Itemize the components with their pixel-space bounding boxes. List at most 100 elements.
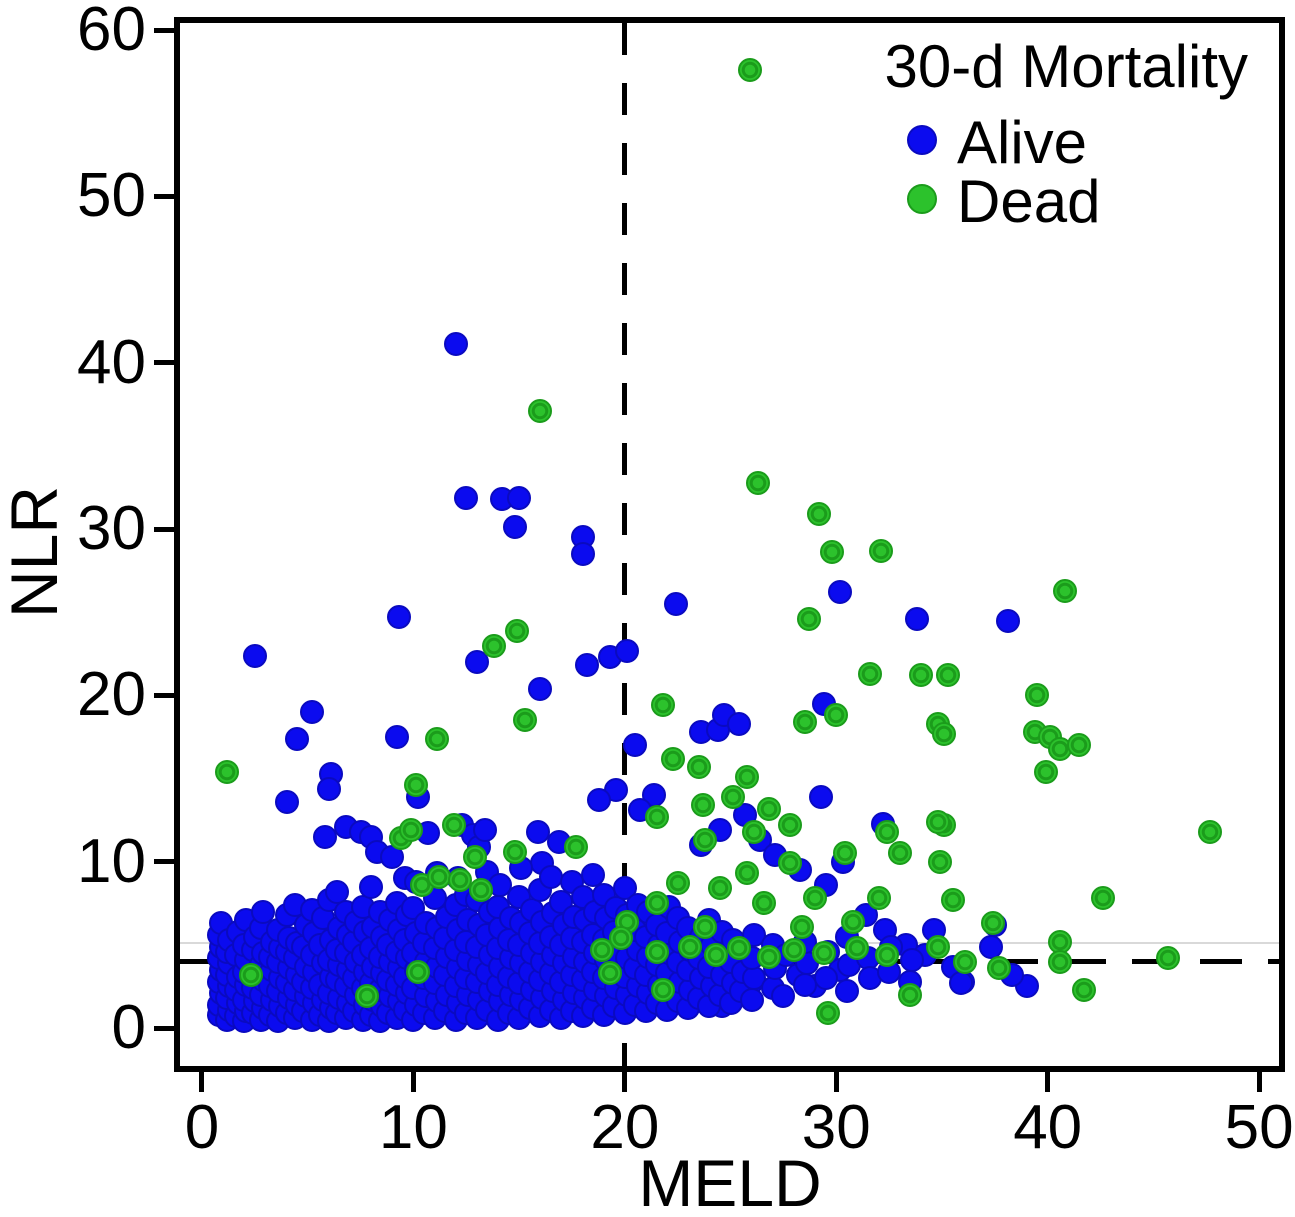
scatter-point-alive	[904, 606, 929, 631]
scatter-point-dead	[1067, 733, 1092, 758]
scatter-point-dead	[650, 977, 675, 1002]
scatter-point-dead	[807, 502, 832, 527]
scatter-point-dead	[564, 834, 589, 859]
scatter-point-dead	[720, 784, 745, 809]
x-tick-mark	[1045, 1072, 1051, 1092]
scatter-point-dead	[820, 540, 845, 565]
x-tick-label: 10	[378, 1093, 448, 1162]
scatter-point-dead	[898, 982, 923, 1007]
scatter-point-dead	[447, 868, 472, 893]
scatter-point-alive	[663, 591, 688, 616]
scatter-point-dead	[746, 470, 771, 495]
scatter-point-dead	[925, 809, 950, 834]
scatter-point-alive	[727, 711, 751, 736]
y-tick-label: 50	[77, 161, 146, 231]
scatter-point-alive	[574, 653, 599, 678]
y-tick-mark	[154, 27, 174, 33]
scatter-point-alive	[507, 485, 532, 510]
scatter-point-dead	[781, 937, 806, 962]
scatter-point-dead	[980, 911, 1005, 936]
x-tick-mark	[833, 1072, 839, 1092]
scatter-point-alive	[274, 789, 299, 814]
y-tick-mark	[154, 692, 174, 698]
scatter-point-alive	[949, 971, 973, 996]
scatter-point-dead	[811, 941, 836, 966]
scatter-point-alive	[614, 638, 639, 663]
y-tick-mark	[154, 360, 174, 366]
scatter-point-dead	[815, 1001, 840, 1026]
scatter-point-dead	[887, 841, 912, 866]
scatter-point-dead	[735, 861, 760, 886]
scatter-point-dead	[936, 663, 961, 688]
x-tick-mark	[199, 1072, 205, 1092]
x-tick-mark	[622, 1072, 628, 1092]
scatter-point-dead	[1156, 946, 1181, 971]
scatter-point-dead	[441, 813, 466, 838]
x-tick-label: 0	[184, 1093, 220, 1162]
scatter-point-dead	[1052, 578, 1077, 603]
scatter-point-alive	[454, 485, 479, 510]
scatter-point-dead	[1025, 683, 1050, 708]
scatter-point-alive	[707, 818, 732, 843]
x-axis-label: MELD	[638, 1146, 822, 1217]
scatter-point-alive	[1014, 974, 1039, 999]
x-tick-label: 50	[1224, 1093, 1294, 1162]
scatter-point-dead	[661, 746, 686, 771]
scatter-point-dead	[752, 891, 777, 916]
scatter-point-dead	[707, 876, 732, 901]
scatter-point-dead	[777, 851, 802, 876]
scatter-point-dead	[528, 399, 553, 424]
x-tick-label: 30	[801, 1093, 871, 1162]
scatter-point-alive	[473, 818, 498, 843]
legend-label-alive: Alive	[957, 109, 1088, 176]
scatter-point-dead	[354, 984, 379, 1009]
scatter-point-dead	[925, 934, 950, 959]
scatter-point-alive	[900, 947, 925, 972]
scatter-point-dead	[796, 606, 821, 631]
scatter-point-dead	[644, 939, 669, 964]
scatter-point-alive	[526, 819, 551, 844]
scatter-point-alive	[813, 966, 838, 991]
scatter-point-alive	[792, 972, 817, 997]
scatter-point-alive	[834, 979, 859, 1004]
scatter-point-alive	[312, 824, 337, 849]
scatter-point-dead	[505, 618, 529, 643]
scatter-point-dead	[678, 934, 703, 959]
scatter-point-dead	[481, 633, 506, 658]
plot-axes-frame	[174, 17, 1285, 1072]
scatter-point-dead	[405, 959, 430, 984]
x-tick-label: 20	[590, 1093, 660, 1162]
scatter-point-dead	[469, 878, 494, 903]
scatter-point-dead	[703, 942, 728, 967]
scatter-point-dead	[845, 936, 870, 961]
reference-line-meld-cutoff	[622, 23, 628, 1066]
scatter-point-dead	[940, 888, 965, 912]
scatter-point-dead	[841, 909, 866, 934]
scatter-point-dead	[735, 764, 760, 789]
scatter-point-dead	[665, 871, 690, 896]
scatter-point-alive	[570, 884, 595, 909]
scatter-point-dead	[1048, 949, 1073, 974]
scatter-point-dead	[598, 961, 623, 986]
y-tick-label: 0	[111, 993, 146, 1063]
scatter-point-dead	[513, 708, 538, 733]
scatter-point-alive	[528, 676, 553, 701]
scatter-point-alive	[771, 984, 796, 1009]
scatter-point-dead	[693, 914, 718, 939]
scatter-point-dead	[777, 813, 802, 838]
scatter-point-dead	[756, 944, 781, 969]
scatter-point-alive	[995, 608, 1020, 633]
scatter-point-dead	[650, 693, 675, 718]
scatter-point-dead	[953, 949, 978, 974]
scatter-point-dead	[866, 886, 891, 911]
scatter-point-dead	[824, 703, 849, 728]
scatter-point-dead	[875, 819, 899, 844]
scatter-point-dead	[727, 936, 751, 961]
scatter-point-alive	[623, 733, 648, 758]
scatter-point-dead	[832, 841, 857, 866]
scatter-point-dead	[426, 864, 451, 889]
scatter-point-dead	[1071, 977, 1096, 1002]
scatter-point-dead	[462, 844, 487, 869]
scatter-point-alive	[809, 784, 834, 809]
scatter-point-alive	[538, 864, 563, 889]
